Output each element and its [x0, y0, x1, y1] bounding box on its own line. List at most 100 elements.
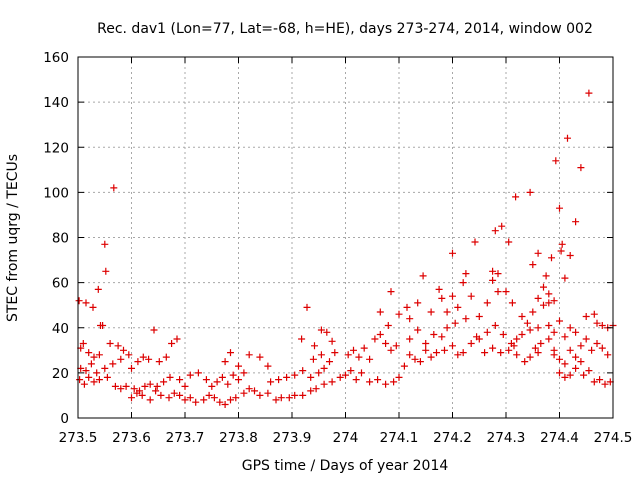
data-point	[419, 272, 427, 280]
data-point	[256, 391, 264, 399]
data-point	[110, 184, 118, 192]
data-point	[481, 349, 489, 357]
data-point	[526, 353, 534, 361]
data-point	[387, 346, 395, 354]
data-point	[240, 389, 248, 397]
data-point	[227, 349, 234, 357]
data-point	[133, 389, 141, 397]
data-point	[590, 378, 598, 386]
data-point	[582, 335, 590, 343]
data-point	[87, 360, 95, 368]
data-point	[102, 267, 110, 275]
data-point	[534, 249, 542, 257]
data-point	[157, 391, 165, 399]
data-point	[347, 367, 355, 375]
data-point	[572, 353, 580, 361]
data-point	[411, 355, 419, 363]
y-tick-label: 80	[52, 231, 69, 247]
data-point	[168, 340, 176, 347]
data-point	[275, 376, 283, 384]
data-point	[449, 292, 456, 300]
data-point	[232, 394, 240, 402]
data-point	[272, 396, 280, 404]
data-point	[406, 315, 414, 323]
data-point	[303, 303, 311, 311]
data-point	[449, 342, 456, 350]
data-point	[99, 322, 107, 329]
y-tick-label: 140	[43, 95, 69, 111]
y-tick-label: 100	[43, 185, 69, 201]
data-point	[414, 326, 422, 334]
data-point	[111, 382, 119, 390]
data-point	[213, 378, 221, 386]
data-point	[593, 340, 601, 347]
data-point	[438, 294, 446, 302]
data-point	[139, 353, 147, 361]
data-point	[117, 385, 125, 393]
data-point	[552, 157, 560, 165]
chart-title: Rec. dav1 (Lon=77, Lat=-68, h=HE), days …	[97, 21, 593, 37]
x-tick-label: 274.4	[540, 430, 579, 446]
x-tick-label: 273.8	[219, 430, 258, 446]
data-point	[491, 227, 499, 235]
data-point	[395, 310, 403, 318]
data-point	[186, 394, 194, 402]
data-point	[120, 346, 127, 354]
data-point	[75, 297, 83, 305]
data-point	[109, 360, 117, 368]
data-point	[309, 355, 317, 363]
data-point	[561, 373, 569, 381]
data-point	[545, 299, 553, 307]
data-point	[103, 373, 111, 381]
data-point	[403, 303, 411, 311]
data-point	[556, 204, 563, 212]
data-point	[422, 346, 430, 354]
data-point	[604, 351, 612, 359]
data-point	[582, 313, 590, 320]
data-point	[577, 342, 585, 350]
data-point	[443, 308, 451, 316]
data-point	[534, 294, 542, 302]
data-point	[134, 358, 142, 366]
data-point	[494, 288, 502, 296]
data-point	[122, 382, 130, 390]
data-point	[101, 364, 109, 372]
data-point	[382, 380, 390, 388]
data-point	[311, 342, 318, 350]
data-point	[160, 378, 168, 386]
data-point	[498, 222, 506, 230]
data-point	[93, 369, 101, 377]
data-point	[291, 371, 299, 379]
data-point	[467, 340, 475, 347]
data-point	[76, 376, 84, 384]
data-point	[529, 308, 537, 316]
data-point	[208, 382, 216, 390]
data-point	[82, 299, 90, 307]
data-point	[176, 391, 184, 399]
data-point	[181, 382, 189, 390]
data-point	[566, 324, 574, 332]
data-point	[531, 344, 539, 352]
data-point	[416, 358, 424, 366]
grid-lines	[78, 57, 613, 418]
data-point	[366, 355, 374, 363]
data-point	[577, 164, 585, 172]
data-point	[449, 249, 456, 257]
data-point	[441, 346, 448, 354]
data-point	[221, 401, 229, 408]
data-point	[216, 398, 224, 406]
y-axis-title: STEC from uqrg / TECUs	[5, 154, 21, 322]
data-point	[245, 351, 253, 359]
data-point	[256, 353, 264, 361]
data-point	[245, 385, 253, 393]
data-point	[342, 371, 349, 379]
data-point	[153, 382, 161, 390]
data-point	[467, 292, 475, 300]
data-point	[459, 349, 467, 357]
data-point	[438, 333, 446, 341]
data-point	[556, 369, 563, 377]
data-point	[454, 351, 462, 359]
data-point	[323, 328, 331, 336]
